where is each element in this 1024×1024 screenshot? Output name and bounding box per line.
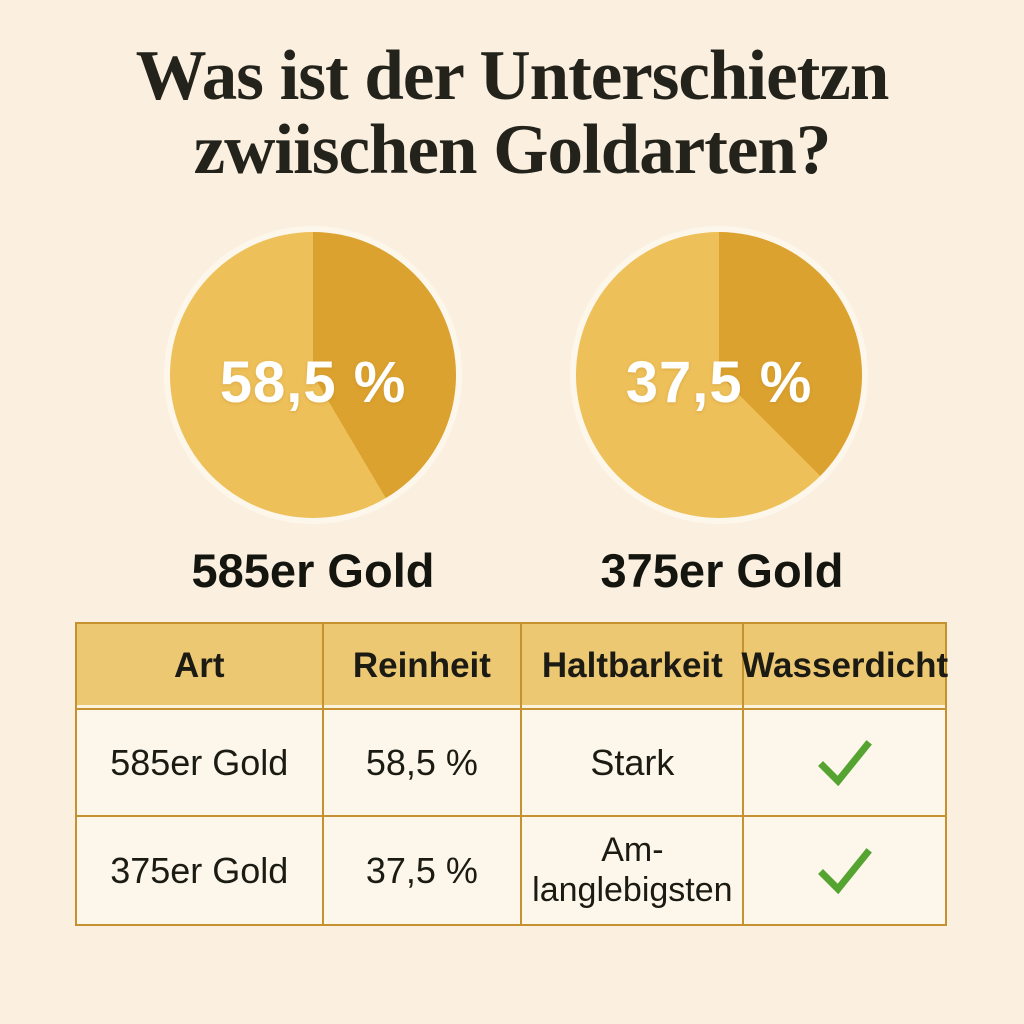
checkmark-icon — [817, 847, 872, 894]
table-cell-reinheit-375: 37,5 % — [324, 817, 523, 924]
table-cell-reinheit-585: 58,5 % — [323, 710, 523, 817]
table-cell-wasserdicht-585 — [744, 710, 945, 817]
page-title-line1: Was ist der Unterschietzn — [135, 37, 890, 115]
pie-caption-375er-gold: 375er Gold — [600, 544, 844, 597]
pie-caption-585er-gold: 585er Gold — [191, 544, 435, 597]
table-cell-art-375: 375er Gold — [77, 817, 324, 924]
table-cell-haltbarkeit-585: Stark — [522, 710, 745, 817]
page-title-line2: zwiischen Goldarten? — [193, 110, 832, 189]
table-header-art: Art — [77, 624, 324, 710]
page-title: Was ist der Unterschietzn zwiischen Gold… — [0, 37, 1024, 189]
table-header-reinheit: Reinheit — [323, 624, 523, 710]
table-cell-art-585: 585er Gold — [77, 710, 324, 817]
comparison-table: Art Reinheit Haltbarkeit Wasserdicht 585… — [75, 622, 948, 926]
table-cell-haltbarkeit-375: Am- langlebigsten — [522, 817, 745, 924]
pie-chart-375er-gold: 37,5 % — [576, 232, 862, 518]
pie-center-label-375: 37,5 % — [625, 349, 813, 415]
table-header-haltbarkeit: Haltbarkeit — [522, 624, 745, 710]
pie-center-label-585: 58,5 % — [219, 349, 407, 415]
pie-chart-585er-gold: 58,5 % — [170, 232, 456, 518]
table-cell-wasserdicht-375 — [744, 817, 945, 924]
checkmark-icon — [817, 739, 872, 786]
table-header-wasserdicht: Wasserdicht — [741, 624, 948, 710]
